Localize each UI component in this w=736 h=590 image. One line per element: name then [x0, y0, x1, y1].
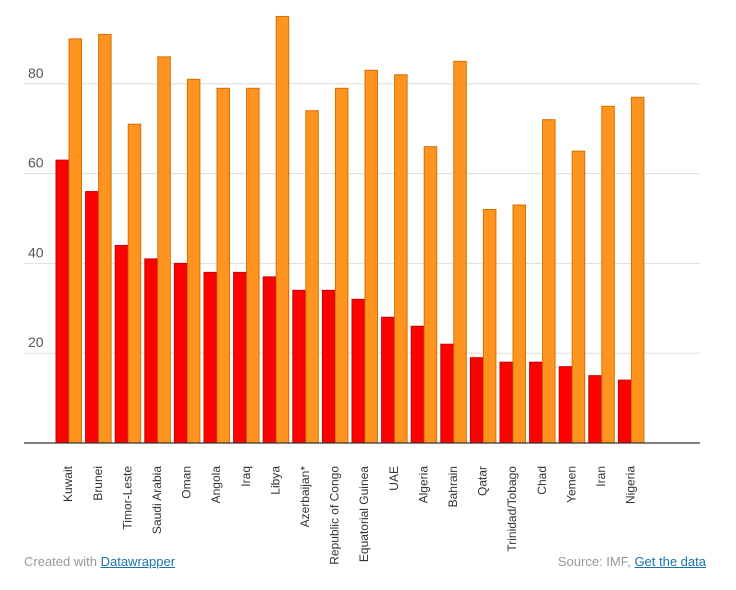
x-tick-label: Angola	[209, 466, 223, 504]
bar-orange-nigeria	[630, 96, 645, 444]
bar-orange-equatorial-guinea	[364, 69, 378, 444]
x-tick-label: Iraq	[239, 466, 253, 487]
x-tick-label: Iran	[594, 466, 608, 487]
x-tick-label: Libya	[268, 466, 282, 495]
x-axis-category-labels: Kuwait Brunei Timor-Leste Saudi Arabia Oman A…	[61, 465, 637, 564]
bar-orange-azerbaijan-	[305, 110, 319, 444]
x-tick-label: Azerbaijan*	[298, 466, 312, 528]
y-tick-label: 20	[28, 334, 44, 350]
bar-red-brunei	[85, 191, 99, 444]
bar-red-libya	[262, 276, 277, 444]
bar-orange-bahrain	[453, 60, 467, 444]
bar-orange-yemen	[571, 150, 586, 444]
bar-red-chad	[529, 361, 543, 444]
bar-red-timor-leste	[114, 244, 129, 444]
bar-orange-qatar	[482, 209, 497, 444]
bar-orange-saudi-arabia	[157, 56, 171, 444]
x-tick-label: UAE	[387, 466, 401, 491]
bar-orange-trinidad-tobago	[512, 204, 526, 444]
bar-orange-kuwait	[68, 38, 82, 444]
y-axis-tick-labels: 20 40 60 80	[28, 65, 44, 350]
x-tick-label: Republic of Congo	[328, 466, 342, 565]
bar-orange-angola	[216, 87, 230, 444]
bar-orange-republic-of-congo	[334, 87, 349, 444]
bar-red-trinidad-tobago	[499, 361, 513, 444]
bar-red-iran	[588, 375, 602, 444]
bar-red-equatorial-guinea	[351, 298, 365, 444]
source-credit: Source: IMF, Get the data	[558, 554, 706, 569]
bar-orange-iran	[601, 105, 615, 444]
bar-red-oman	[173, 262, 188, 444]
created-with-text: Created with	[24, 554, 101, 569]
bar-red-qatar	[469, 357, 484, 444]
bar-orange-iraq	[246, 87, 260, 444]
bar-red-azerbaijan-	[292, 289, 306, 444]
x-tick-label: Yemen	[564, 466, 578, 503]
x-tick-label: Brunei	[91, 466, 105, 501]
x-tick-label: Qatar	[476, 466, 490, 496]
bar-red-iraq	[233, 271, 247, 444]
source-text: Source: IMF,	[557, 554, 635, 569]
datawrapper-link[interactable]: Datawrapper	[100, 554, 176, 569]
bar-orange-libya	[275, 15, 290, 444]
bar-orange-oman	[186, 78, 201, 444]
bar-red-uae	[381, 316, 395, 444]
bar-orange-timor-leste	[127, 123, 142, 444]
bar-red-yemen	[558, 366, 573, 444]
created-with-credit: Created with Datawrapper	[24, 554, 175, 569]
bar-red-bahrain	[440, 343, 454, 444]
bar-red-nigeria	[617, 379, 632, 444]
bars	[55, 15, 645, 444]
x-tick-label: Equatorial Guinea	[357, 466, 371, 562]
x-tick-label: Bahrain	[446, 466, 460, 507]
bar-red-algeria	[410, 325, 425, 444]
y-tick-label: 80	[28, 65, 44, 81]
x-tick-label: Chad	[535, 466, 549, 495]
bar-red-saudi-arabia	[144, 258, 158, 444]
bar-orange-chad	[542, 119, 556, 444]
x-tick-label: Oman	[180, 466, 194, 499]
x-tick-label: Trinidad/Tobago	[505, 466, 519, 552]
y-tick-label: 40	[28, 244, 44, 260]
x-tick-label: Algeria	[416, 466, 430, 504]
bar-orange-algeria	[423, 146, 438, 444]
bar-orange-brunei	[98, 33, 112, 444]
y-tick-label: 60	[28, 155, 44, 171]
x-tick-label: Timor-Leste	[120, 466, 134, 530]
bar-red-kuwait	[55, 159, 69, 444]
bar-red-angola	[203, 271, 217, 444]
bar-orange-uae	[394, 74, 408, 444]
x-tick-label: Kuwait	[61, 465, 75, 502]
get-the-data-link[interactable]: Get the data	[634, 554, 706, 569]
bar-red-republic-of-congo	[321, 289, 336, 444]
x-tick-label: Saudi Arabia	[150, 466, 164, 534]
x-tick-label: Nigeria	[624, 466, 638, 504]
